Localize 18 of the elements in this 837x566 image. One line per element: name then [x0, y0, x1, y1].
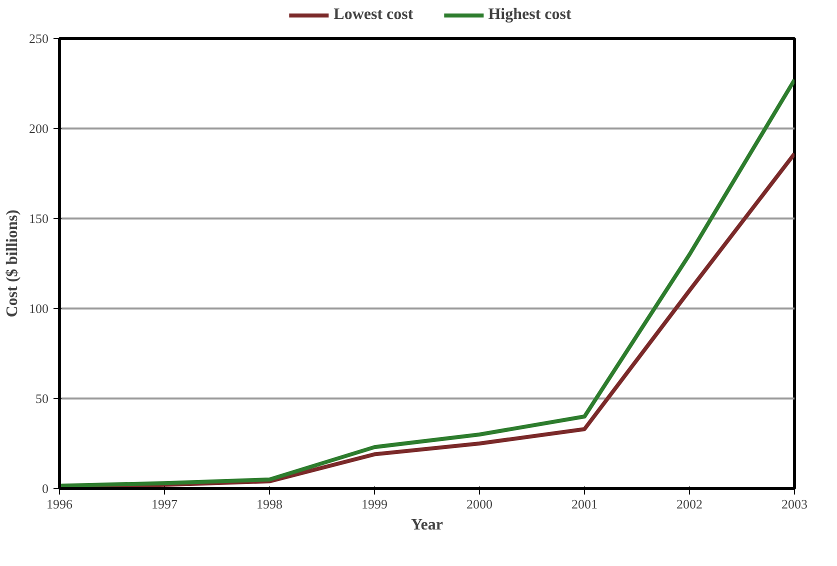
y-tick-label: 0 — [42, 481, 48, 496]
x-tick-label: 2000 — [466, 496, 492, 512]
y-tick-label: 50 — [36, 391, 48, 406]
y-tick-label: 100 — [29, 301, 48, 316]
y-tick-label: 250 — [29, 31, 48, 46]
y-tick-label: 150 — [29, 211, 48, 226]
x-axis-title: Year — [411, 516, 443, 534]
x-tick-label: 1999 — [362, 496, 388, 512]
x-tick-label: 1997 — [152, 496, 178, 512]
legend-label: Lowest cost — [334, 6, 414, 24]
x-tick-label: 2002 — [676, 496, 702, 512]
legend-label: Highest cost — [488, 6, 572, 24]
y-axis-title: Cost ($ billions) — [4, 210, 21, 318]
x-tick-label: 1996 — [46, 496, 73, 512]
x-tick-label: 2001 — [572, 496, 598, 512]
x-tick-label: 2003 — [782, 496, 808, 512]
y-tick-label: 200 — [29, 121, 48, 136]
x-tick-label: 1998 — [256, 496, 282, 512]
